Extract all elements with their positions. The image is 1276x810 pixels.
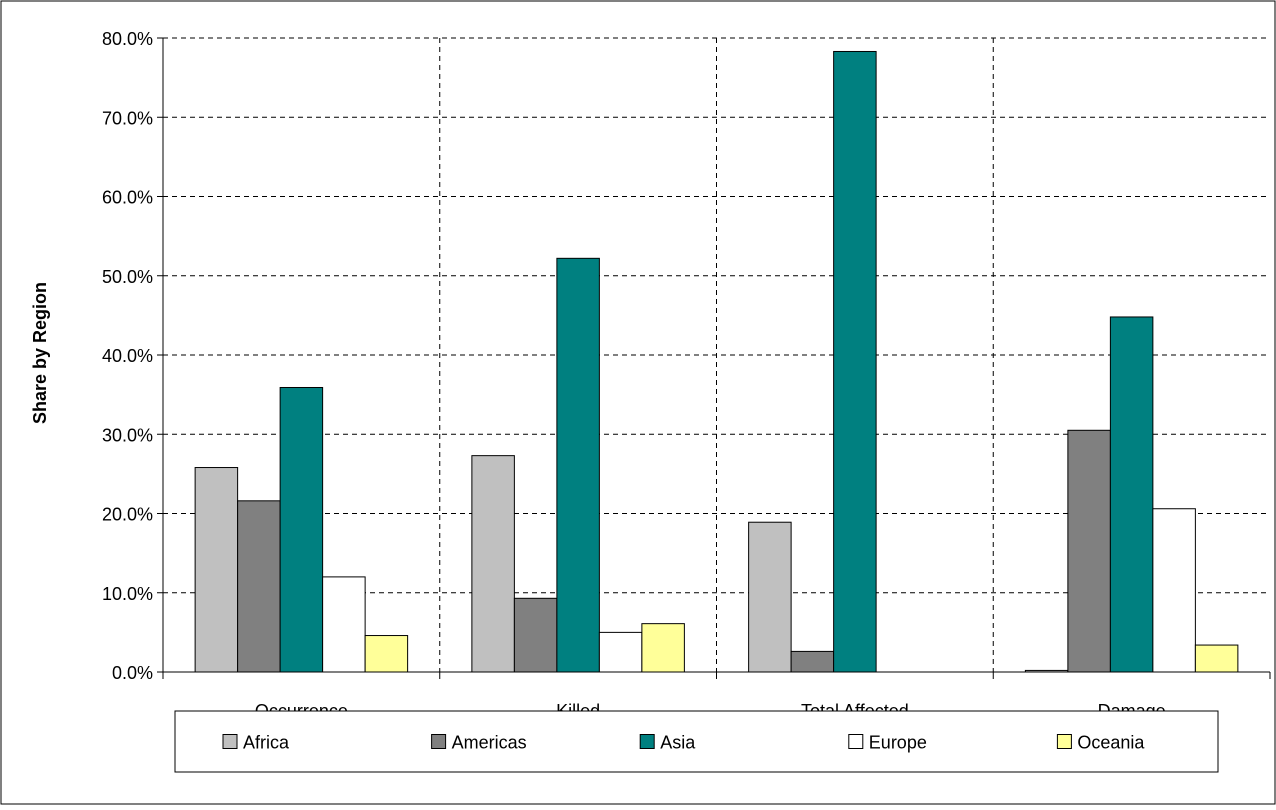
bar-europe-killed xyxy=(598,631,643,673)
y-tick-label: 70.0% xyxy=(102,108,153,128)
bar-oceania-occurrence xyxy=(364,635,409,673)
bar-americas-occurrence xyxy=(237,500,281,673)
legend-swatch-asia xyxy=(639,734,655,749)
y-tick-label: 60.0% xyxy=(102,188,153,208)
legend-label-europe: Europe xyxy=(869,733,927,753)
bar-europe-damage xyxy=(1152,508,1196,673)
gridlines xyxy=(163,37,1270,672)
bar-europe-occurrence xyxy=(322,576,366,673)
bar-americas-killed xyxy=(513,597,558,673)
bar-americas-total-affected xyxy=(790,650,835,673)
y-tick-label: 10.0% xyxy=(102,584,153,604)
legend-swatch-europe xyxy=(848,734,864,749)
bar-asia-occurrence xyxy=(279,386,324,673)
legend-label-oceania: Oceania xyxy=(1077,733,1145,753)
legend-box xyxy=(174,710,1219,773)
bar-asia-killed xyxy=(556,257,600,673)
legend-label-asia: Asia xyxy=(660,733,696,753)
y-tick-label: 40.0% xyxy=(102,346,153,366)
legend-label-africa: Africa xyxy=(243,733,290,753)
legend-swatch-africa xyxy=(222,734,238,749)
bar-africa-total-affected xyxy=(748,521,792,673)
legend-swatch-americas xyxy=(431,734,447,749)
y-axis-title: Share by Region xyxy=(30,282,50,424)
y-tick-label: 30.0% xyxy=(102,425,153,445)
legend-swatch-oceania xyxy=(1056,734,1072,749)
bar-africa-occurrence xyxy=(194,467,239,673)
legend-label-americas: Americas xyxy=(452,733,527,753)
bar-africa-killed xyxy=(471,455,515,673)
bars xyxy=(194,50,1239,673)
bar-americas-damage xyxy=(1067,429,1111,673)
bar-oceania-killed xyxy=(641,623,685,673)
bar-asia-damage xyxy=(1109,316,1154,673)
y-tick-label: 20.0% xyxy=(102,505,153,525)
axes xyxy=(157,37,1271,679)
bar-asia-total-affected xyxy=(833,50,877,673)
y-tick-label: 50.0% xyxy=(102,267,153,287)
y-tick-label: 80.0% xyxy=(102,29,153,49)
bar-oceania-damage xyxy=(1194,644,1239,673)
legend: Africa Americas Asia Europe Oceania xyxy=(174,710,1219,773)
y-tick-label: 0.0% xyxy=(112,663,153,683)
